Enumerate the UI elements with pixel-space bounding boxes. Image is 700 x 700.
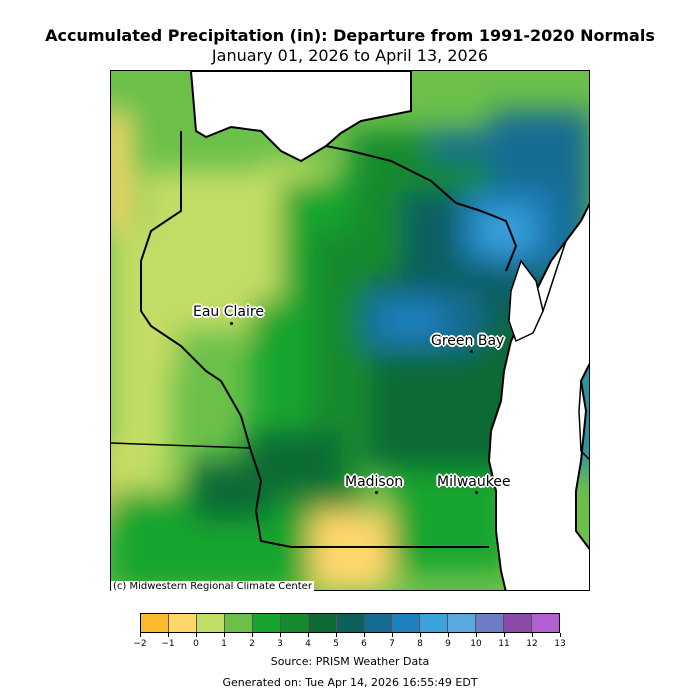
lake-michigan bbox=[487, 202, 589, 590]
eau-claire-marker bbox=[230, 322, 233, 325]
legend-tick bbox=[195, 633, 197, 637]
legend-tick bbox=[531, 633, 533, 637]
legend-swatch bbox=[392, 614, 421, 632]
legend-tick bbox=[503, 633, 505, 637]
legend-swatch bbox=[280, 614, 309, 632]
legend-tick bbox=[223, 633, 225, 637]
legend-swatch bbox=[308, 614, 337, 632]
legend-swatch bbox=[336, 614, 365, 632]
legend-tick-label: 3 bbox=[277, 639, 283, 649]
legend-swatch bbox=[196, 614, 225, 632]
green-bay-marker bbox=[470, 350, 473, 353]
legend-tick-label: 12 bbox=[526, 639, 538, 649]
legend-tick bbox=[279, 633, 281, 637]
legend-tick bbox=[391, 633, 393, 637]
legend-swatch bbox=[532, 614, 560, 632]
chart-title: Accumulated Precipitation (in): Departur… bbox=[45, 26, 655, 45]
green-bay-water bbox=[508, 259, 544, 343]
legend-tick-label: 1 bbox=[221, 639, 227, 649]
madison-marker bbox=[375, 491, 378, 494]
legend-tick-label: 8 bbox=[417, 639, 423, 649]
legend-swatch bbox=[141, 614, 169, 632]
legend-tick bbox=[419, 633, 421, 637]
legend-tick bbox=[167, 633, 169, 637]
map-canvas bbox=[111, 71, 589, 590]
legend-ticks: −2 −1 0 1 2 3 4 5 6 7 8 9 10 11 12 13 bbox=[133, 633, 566, 651]
lake-superior bbox=[189, 71, 412, 163]
legend-tick-label: −2 bbox=[133, 639, 147, 649]
lower-michigan-shore bbox=[578, 363, 589, 461]
legend-swatch bbox=[448, 614, 477, 632]
legend-swatch bbox=[252, 614, 281, 632]
legend-tick-label: 4 bbox=[305, 639, 311, 649]
legend-tick bbox=[559, 633, 561, 637]
door-peninsula bbox=[542, 240, 567, 312]
legend-swatch bbox=[224, 614, 253, 632]
legend-tick bbox=[307, 633, 309, 637]
legend-tick-label: 7 bbox=[389, 639, 395, 649]
legend-tick bbox=[363, 633, 365, 637]
city-label-green-bay: Green Bay bbox=[431, 333, 505, 349]
wi-mi-border bbox=[325, 145, 518, 272]
city-label-milwaukee: Milwaukee bbox=[437, 474, 511, 490]
legend-tick-label: 5 bbox=[333, 639, 339, 649]
city-label-eau-claire: Eau Claire bbox=[193, 304, 264, 320]
legend-swatch bbox=[476, 614, 505, 632]
city-label-madison: Madison bbox=[345, 474, 404, 490]
generated-timestamp: Generated on: Tue Apr 14, 2026 16:55:49 … bbox=[222, 676, 478, 689]
legend-tick bbox=[335, 633, 337, 637]
legend-swatch bbox=[364, 614, 393, 632]
legend-swatch bbox=[504, 614, 533, 632]
legend-tick-label: 10 bbox=[470, 639, 482, 649]
precipitation-map: Eau Claire Green Bay Madison Milwaukee bbox=[110, 70, 590, 591]
legend-colorbar bbox=[140, 613, 560, 633]
legend-tick-label: 2 bbox=[249, 639, 255, 649]
copyright-notice: (c) Midwestern Regional Climate Center bbox=[111, 581, 314, 592]
data-source: Source: PRISM Weather Data bbox=[270, 655, 430, 668]
legend-tick bbox=[475, 633, 477, 637]
legend-tick-label: 6 bbox=[361, 639, 367, 649]
legend-tick-label: 9 bbox=[445, 639, 451, 649]
legend-swatch bbox=[420, 614, 449, 632]
chart-subtitle: January 01, 2026 to April 13, 2026 bbox=[211, 46, 489, 65]
legend-tick-label: 0 bbox=[193, 639, 199, 649]
legend-tick-label: 13 bbox=[554, 639, 566, 649]
wi-mn-border bbox=[140, 131, 292, 548]
legend-tick-label: −1 bbox=[161, 639, 175, 649]
milwaukee-marker bbox=[475, 491, 478, 494]
legend-tick bbox=[447, 633, 449, 637]
ia-mn-border bbox=[111, 442, 252, 449]
legend-tick bbox=[251, 633, 253, 637]
legend-swatch bbox=[168, 614, 197, 632]
legend-tick-label: 11 bbox=[498, 639, 510, 649]
legend-tick bbox=[139, 633, 141, 637]
